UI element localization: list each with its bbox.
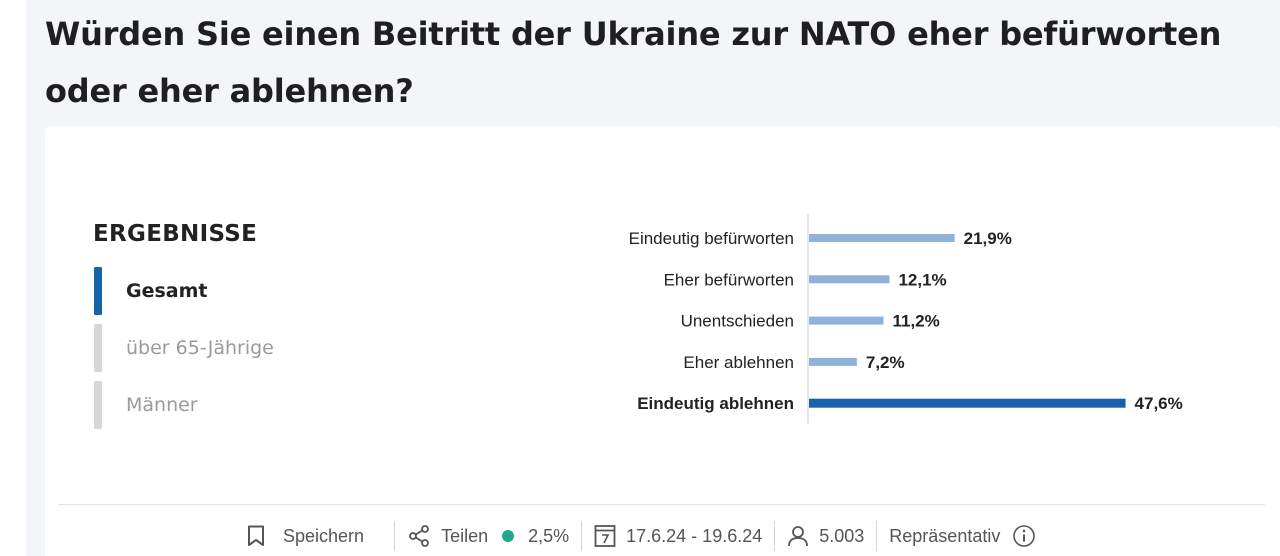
filter-maenner[interactable]: Männer (94, 381, 394, 429)
value-label: 12,1% (898, 270, 946, 289)
category-label: Eindeutig befürworten (629, 229, 794, 248)
survey-footer: Speichern Teilen 2,5% 17.6.24 - 19. (235, 518, 1058, 554)
representative-label: Repräsentativ (889, 525, 1001, 546)
category-label: Unentschieden (681, 312, 794, 331)
margin-of-error-value: 2,5% (528, 525, 570, 546)
footer-separator (581, 521, 583, 551)
calendar-icon (594, 525, 616, 547)
status-dot-icon (502, 530, 515, 542)
bar (809, 357, 857, 366)
results-heading: ERGEBNISSE (93, 221, 258, 247)
page-edge (0, 0, 26, 556)
bookmark-icon (248, 525, 264, 546)
results-bar-chart: Eindeutig befürworten 21,9% Eher befürwort… (629, 214, 1183, 424)
person-icon (788, 526, 809, 547)
footer-separator (774, 521, 776, 551)
results-card: ERGEBNISSE Gesamt über 65-Jährige Männer… (45, 126, 1280, 556)
bar (809, 275, 890, 284)
value-label: 7,2% (866, 353, 905, 372)
save-button[interactable]: Speichern (235, 520, 376, 552)
bar (809, 316, 884, 325)
filter-indicator (94, 324, 102, 372)
share-icon (409, 525, 429, 547)
survey-question: Würden Sie einen Beitritt der Ukraine zu… (45, 15, 1222, 110)
filter-label: über 65-Jährige (126, 337, 274, 359)
margin-of-error: 2,5% (500, 520, 581, 552)
share-button[interactable]: Teilen (395, 520, 500, 552)
representative-info[interactable]: Repräsentativ (877, 520, 1058, 552)
category-label: Eher ablehnen (683, 353, 794, 372)
sample-size: 5.003 (775, 520, 876, 552)
value-label: 11,2% (892, 312, 939, 331)
footer-divider (58, 504, 1265, 505)
survey-period: 17.6.24 - 19.6.24 (582, 520, 774, 552)
bar (809, 398, 1126, 408)
filter-label: Männer (126, 394, 198, 416)
share-label: Teilen (441, 525, 489, 546)
filter-indicator (94, 381, 102, 429)
filter-gesamt[interactable]: Gesamt (94, 267, 394, 315)
date-range: 17.6.24 - 19.6.24 (626, 525, 763, 546)
filter-ueber-65[interactable]: über 65-Jährige (94, 324, 394, 372)
value-label: 47,6% (1135, 394, 1183, 413)
footer-separator (394, 521, 396, 551)
category-label: Eindeutig ablehnen (637, 394, 794, 413)
filter-label: Gesamt (126, 280, 208, 302)
sample-size-value: 5.003 (819, 525, 865, 546)
info-icon (1013, 525, 1036, 547)
bar (809, 234, 955, 242)
filter-indicator (94, 267, 102, 315)
save-label: Speichern (283, 525, 365, 546)
footer-separator (876, 521, 878, 551)
category-label: Eher befürworten (664, 270, 794, 289)
value-label: 21,9% (964, 229, 1012, 248)
